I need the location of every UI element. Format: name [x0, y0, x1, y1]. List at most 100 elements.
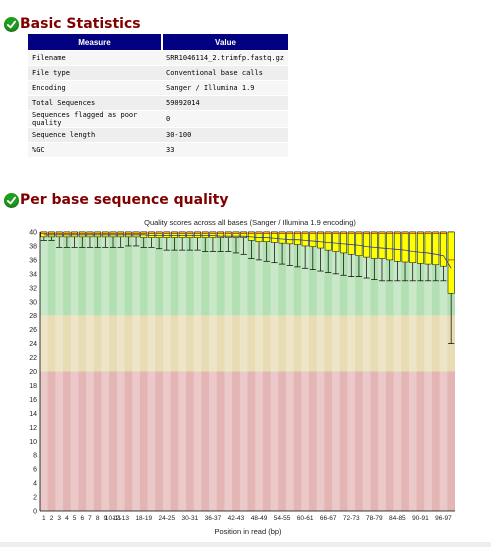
box-44-45: [240, 231, 248, 255]
y-tick-label: 2: [33, 495, 37, 502]
box-92-93: [424, 231, 432, 282]
box-56-57: [286, 231, 294, 266]
basic-statistics-heading: Basic Statistics: [4, 16, 141, 32]
y-tick-label: 40: [29, 230, 37, 237]
iqr-box: [155, 231, 163, 238]
box-28-29: [178, 231, 186, 251]
iqr-box: [240, 231, 248, 238]
value-cell: 0: [162, 110, 289, 128]
box-24-25: [163, 231, 171, 251]
column-stripe: [285, 232, 294, 511]
iqr-box: [270, 231, 278, 243]
y-tick-label: 24: [29, 341, 37, 348]
x-tick-label: 96-97: [435, 515, 452, 522]
x-tick-label: 10-11: [105, 515, 122, 522]
box-34-35: [201, 231, 209, 252]
iqr-box: [255, 231, 263, 243]
iqr-box: [148, 231, 155, 238]
x-tick-label: 54-55: [274, 515, 291, 522]
column-stripe: [132, 232, 140, 511]
box-82-83: [386, 231, 394, 282]
column-stripe: [424, 232, 432, 511]
box-52-53: [270, 231, 278, 264]
box-86-87: [401, 231, 409, 282]
iqr-box: [278, 231, 286, 244]
y-tick-label: 18: [29, 383, 37, 390]
box-88-89: [409, 231, 417, 282]
table-header-row: Measure Value: [28, 34, 289, 51]
table-row: Sequence length 30-100: [28, 127, 289, 143]
y-tick-label: 6: [33, 467, 37, 474]
y-tick-label: 8: [33, 453, 37, 460]
column-stripe: [147, 232, 156, 511]
iqr-box: [363, 231, 371, 258]
column-stripe: [162, 232, 171, 511]
iqr-box: [432, 231, 440, 266]
box-74-75: [355, 231, 363, 277]
iqr-box: [332, 231, 340, 252]
iqr-box: [409, 231, 417, 263]
box-48-49: [255, 231, 263, 261]
x-tick-label: 24-25: [158, 515, 175, 522]
table-row: %GC 33: [28, 142, 289, 157]
x-tick-label: 18-19: [135, 515, 152, 522]
x-tick-label: 6: [80, 515, 84, 522]
y-tick-label: 4: [33, 481, 37, 488]
quality-bands: [40, 232, 455, 511]
column-stripe: [209, 232, 217, 511]
table-row: File type Conventional base calls: [28, 65, 289, 81]
x-tick-label: 1: [42, 515, 46, 522]
column-stripe: [178, 232, 187, 511]
iqr-box: [217, 231, 225, 238]
basic-statistics-table: Measure Value Filename SRR1046114_2.trim…: [28, 34, 289, 157]
mean-line: [43, 234, 452, 269]
iqr-box: [232, 231, 240, 238]
band-good: [40, 232, 455, 316]
box-20-21: [148, 231, 155, 248]
x-tick-label: 9: [104, 515, 108, 522]
iqr-box: [417, 231, 424, 264]
y-tick-label: 14: [29, 411, 37, 418]
value-cell: 59092014: [162, 95, 289, 111]
iqr-box: [178, 231, 186, 238]
y-tick-label: 30: [29, 299, 37, 306]
column-stripes: [40, 232, 448, 511]
iqr-box: [224, 231, 232, 238]
table-row: Sequences flagged as poor quality 0: [28, 110, 289, 128]
box-94-95: [432, 231, 440, 282]
box-46-47: [247, 231, 255, 259]
iqr-box: [294, 231, 301, 245]
iqr-box: [186, 231, 194, 238]
x-tick-label: 3: [57, 515, 61, 522]
iqr-box: [347, 231, 355, 255]
iqr-box: [340, 231, 347, 254]
box-30-31: [186, 231, 194, 251]
table-row: Encoding Sanger / Illumina 1.9: [28, 80, 289, 96]
measure-cell: %GC: [28, 142, 162, 157]
column-stripe: [347, 232, 356, 511]
column-header-value: Value: [162, 34, 289, 51]
box-58-59: [294, 231, 301, 268]
y-tick-label: 12: [29, 425, 37, 432]
x-tick-label: 72-73: [343, 515, 360, 522]
value-cell: 33: [162, 142, 289, 157]
iqr-box: [424, 231, 432, 265]
box-76-77: [363, 231, 371, 279]
box-38-39: [217, 231, 225, 252]
box-68-69: [332, 231, 340, 275]
measure-cell: Total Sequences: [28, 95, 162, 111]
box-62-63: [309, 231, 317, 271]
value-cell: Sanger / Illumina 1.9: [162, 80, 289, 96]
value-cell: SRR1046114_2.trimfp.fastq.gz: [162, 50, 289, 66]
column-stripe: [55, 232, 64, 511]
y-tick-label: 16: [29, 397, 37, 404]
footer-divider: [0, 542, 491, 547]
column-stripe: [270, 232, 279, 511]
table-row: Filename SRR1046114_2.trimfp.fastq.gz: [28, 50, 289, 66]
box-90-91: [417, 231, 424, 282]
iqr-box: [378, 231, 386, 259]
x-tick-label: 5: [73, 515, 77, 522]
column-header-measure: Measure: [28, 34, 163, 51]
y-tick-label: 10: [29, 439, 37, 446]
measure-cell: Sequences flagged as poor quality: [28, 110, 162, 128]
